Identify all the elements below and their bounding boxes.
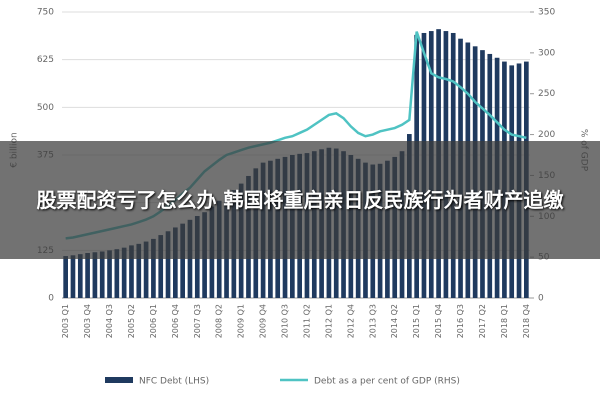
y-tick-label: 625: [37, 55, 54, 65]
y2-tick-label: 0: [538, 294, 544, 304]
bar: [92, 252, 98, 298]
y2-tick-label: 300: [538, 48, 555, 58]
bar: [107, 250, 112, 298]
x-tick-label: 2011 Q2: [302, 304, 311, 338]
x-tick-label: 2012 Q1: [324, 304, 333, 338]
y-tick-label: 750: [37, 8, 54, 18]
bar: [158, 235, 164, 298]
overlay-title: 股票配资亏了怎么办 韩国将重启亲日反民族行为者财产追缴: [36, 188, 564, 212]
overlay-banner: 股票配资亏了怎么办 韩国将重启亲日反民族行为者财产追缴: [0, 141, 600, 259]
bar: [165, 231, 171, 298]
x-tick-label: 2009 Q1: [237, 304, 246, 338]
y2-tick-label: 250: [538, 89, 555, 99]
x-tick-label: 2018 Q4: [522, 304, 531, 338]
x-tick-label: 2014 Q2: [390, 304, 399, 338]
x-tick-label: 2003 Q1: [61, 304, 70, 338]
y-tick-label: 500: [37, 103, 54, 113]
bar: [136, 243, 142, 298]
bar: [114, 249, 120, 298]
x-tick-label: 2017 Q2: [478, 304, 487, 338]
bar: [173, 227, 178, 298]
x-tick-label: 2004 Q3: [105, 304, 114, 338]
bar: [143, 241, 149, 298]
y2-tick-label: 350: [538, 8, 555, 18]
x-tick-label: 2005 Q2: [127, 304, 136, 338]
x-tick-label: 2009 Q4: [259, 304, 268, 338]
x-tick-label: 2012 Q4: [346, 304, 355, 338]
x-tick-label: 2013 Q3: [368, 304, 377, 338]
bar: [99, 251, 105, 298]
legend-label: Debt as a per cent of GDP (RHS): [314, 377, 460, 387]
bar: [180, 223, 185, 298]
x-tick-label: 2010 Q3: [281, 304, 290, 338]
bar: [77, 254, 83, 298]
bar: [70, 255, 76, 298]
y-tick-label: 0: [48, 294, 54, 304]
bar: [129, 245, 134, 298]
x-tick-label: 2008 Q2: [215, 304, 224, 338]
bar: [151, 238, 156, 298]
bar: [63, 256, 68, 298]
x-tick-label: 2015 Q4: [434, 304, 443, 338]
x-tick-label: 2003 Q4: [83, 304, 92, 338]
x-tick-label: 2006 Q4: [171, 304, 180, 338]
bar: [85, 253, 90, 298]
bar: [121, 247, 127, 298]
legend-swatch: [105, 377, 133, 383]
x-tick-label: 2006 Q1: [149, 304, 158, 338]
x-tick-label: 2007 Q3: [193, 304, 202, 338]
x-tick-label: 2018 Q1: [500, 304, 509, 338]
x-tick-label: 2015 Q1: [412, 304, 421, 338]
x-tick-label: 2016 Q3: [456, 304, 465, 338]
y2-tick-label: 200: [538, 130, 555, 140]
legend-label: NFC Debt (LHS): [139, 377, 209, 387]
